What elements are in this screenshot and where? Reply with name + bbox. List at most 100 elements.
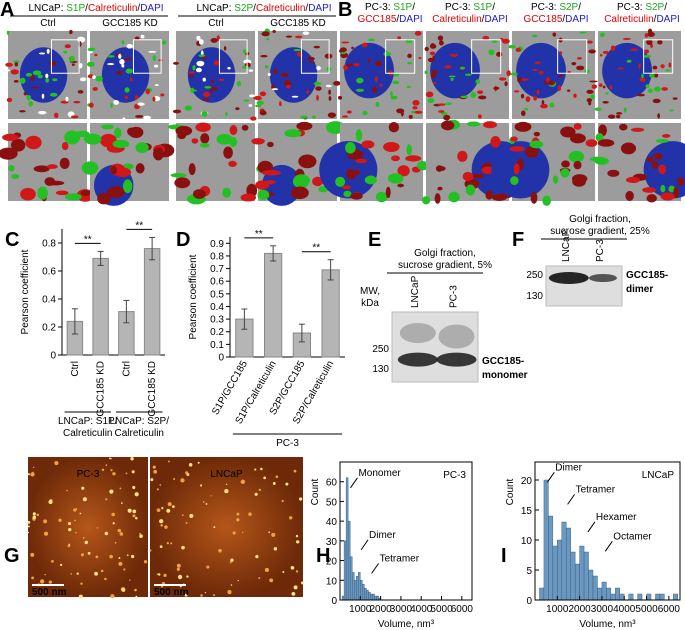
signal-spot	[114, 127, 122, 139]
signal-spot	[250, 116, 257, 121]
afm-particle	[161, 507, 164, 510]
signal-spot	[86, 61, 95, 67]
afm-particle	[32, 512, 36, 516]
signal-spot	[521, 110, 526, 117]
title-part: PC-3:	[365, 2, 393, 13]
signal-spot	[145, 88, 150, 95]
histogram-bar	[351, 572, 355, 601]
annotation: Dimer	[369, 530, 396, 541]
signal-spot	[449, 53, 459, 57]
signal-spot	[351, 46, 354, 50]
histogram-bar	[579, 545, 585, 601]
afm-particle	[289, 516, 293, 520]
signal-spot	[437, 103, 446, 106]
histogram-bar	[345, 477, 349, 601]
zoom-box	[132, 39, 162, 74]
signal-spot	[636, 93, 645, 97]
histogram-bar	[601, 581, 607, 601]
signal-spot	[46, 48, 50, 54]
signal-spot	[64, 193, 82, 201]
signal-spot	[302, 31, 310, 35]
signal-spot	[444, 65, 452, 69]
group-label: Calreticulin	[115, 428, 164, 439]
signal-spot	[571, 61, 577, 66]
afm-particle	[132, 509, 137, 514]
signal-spot	[160, 93, 165, 97]
signal-spot	[448, 75, 456, 78]
zoom-box	[218, 39, 248, 74]
afm-particle	[32, 515, 37, 520]
signal-spot	[579, 31, 587, 34]
zoom-box	[385, 39, 416, 74]
afm-particle	[73, 508, 77, 512]
significance-label: **	[135, 220, 143, 231]
signal-spot	[65, 96, 69, 102]
afm-particle	[54, 461, 59, 466]
signal-spot	[259, 91, 267, 97]
signal-spot	[64, 44, 71, 49]
afm-particle	[229, 561, 232, 564]
signal-spot	[391, 155, 401, 162]
signal-spot	[112, 139, 130, 149]
signal-spot	[341, 115, 349, 118]
signal-spot	[346, 110, 352, 114]
histogram-bar	[659, 593, 665, 601]
signal-spot	[576, 65, 585, 71]
signal-spot	[557, 85, 562, 92]
signal-spot	[477, 90, 484, 95]
signal-spot	[585, 139, 598, 147]
afm-particle	[75, 531, 77, 534]
afm-particle	[27, 520, 31, 524]
signal-spot	[188, 163, 196, 176]
y-tick-label: 0.6	[42, 267, 56, 278]
signal-spot	[662, 134, 671, 138]
signal-spot	[608, 114, 616, 119]
afm-particle	[123, 568, 126, 571]
title-part: LNCaP:	[28, 3, 66, 14]
signal-spot	[483, 121, 497, 129]
signal-spot	[227, 66, 231, 70]
y-tick-label: 0	[331, 596, 337, 607]
signal-spot	[300, 115, 308, 119]
afm-particle	[159, 545, 163, 548]
signal-spot	[560, 126, 576, 138]
signal-spot	[19, 77, 26, 84]
afm-particle	[108, 457, 111, 460]
x-axis-label: Volume, nm³	[579, 619, 636, 630]
afm-particle	[224, 488, 229, 494]
title-part: GCC185	[523, 14, 562, 25]
panel-title: GCC185/DAPI	[523, 14, 588, 25]
afm-particle	[134, 588, 137, 592]
title-part: DAPI	[399, 14, 422, 25]
signal-spot	[69, 29, 73, 35]
histogram-bar	[374, 595, 377, 601]
signal-spot	[87, 47, 96, 52]
signal-spot	[23, 92, 27, 96]
histogram-bar	[610, 593, 616, 601]
afm-particle	[105, 498, 108, 501]
signal-spot	[11, 173, 20, 179]
signal-spot	[385, 186, 391, 199]
histogram-bar	[358, 572, 361, 601]
signal-spot	[222, 187, 232, 198]
signal-spot	[95, 75, 103, 82]
signal-spot	[10, 69, 19, 75]
x-tick-label: 6000	[451, 604, 474, 615]
signal-spot	[240, 193, 257, 202]
signal-spot	[198, 39, 204, 45]
signal-spot	[414, 30, 422, 36]
afm-particle	[125, 472, 128, 475]
y-axis-label: Pearson coefficient	[20, 249, 31, 334]
y-tick-label: 50	[326, 497, 338, 508]
signal-spot	[397, 183, 405, 188]
signal-spot	[355, 158, 368, 164]
afm-particle	[78, 594, 83, 599]
mw-label: MW,	[360, 286, 380, 297]
signal-spot	[383, 51, 392, 57]
signal-spot	[660, 192, 675, 201]
afm-particle	[260, 467, 263, 471]
afm-particle	[105, 464, 108, 466]
panel-letter: A	[0, 0, 14, 21]
signal-spot	[646, 156, 654, 163]
